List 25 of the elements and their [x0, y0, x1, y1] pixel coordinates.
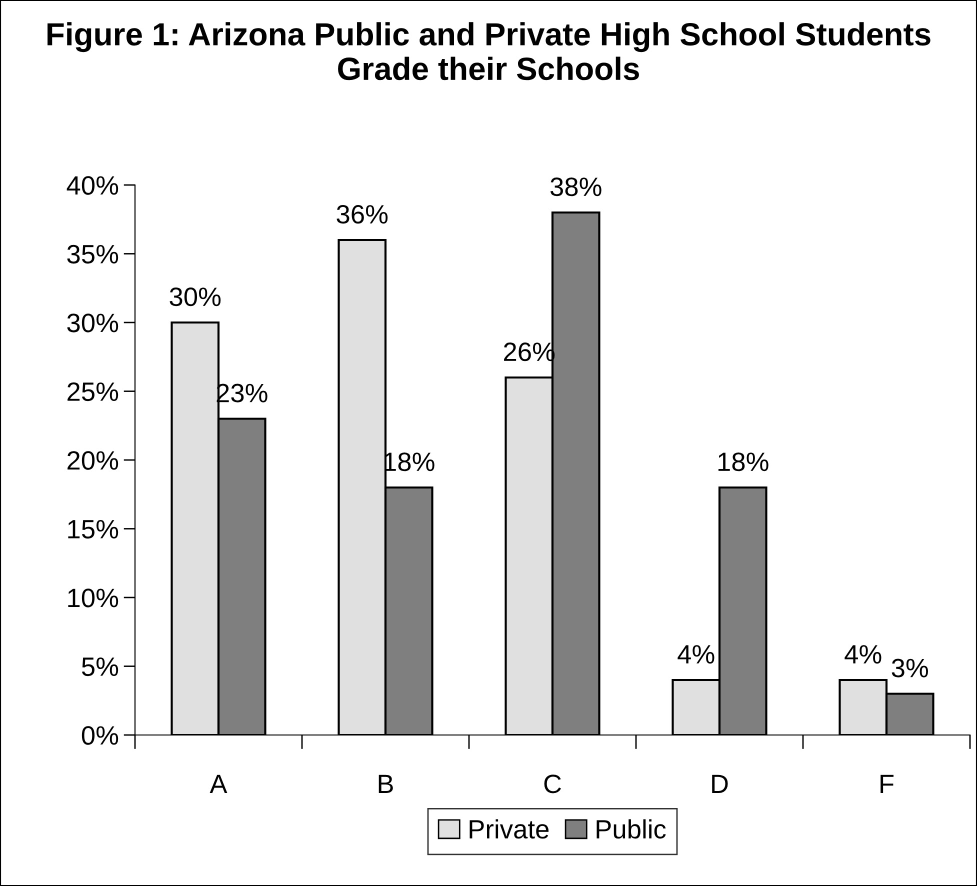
y-tick-label: 40% — [66, 176, 118, 195]
y-tick-label: 10% — [68, 588, 118, 608]
y-tick-label: 20% — [68, 451, 118, 470]
data-label: 18% — [384, 452, 434, 472]
x-tick-label: C — [544, 774, 562, 794]
chart-title: Figure 1: Arizona Public and Private High School Students Grade their Schools — [48, 22, 930, 80]
y-tick-label: 0% — [82, 726, 118, 745]
data-label: 38% — [550, 177, 602, 196]
y-tick-label: 5% — [82, 658, 118, 676]
y-tick-label: 25% — [68, 382, 118, 402]
data-label: 4% — [678, 645, 714, 664]
x-tick-label: D — [712, 774, 728, 794]
x-tick-label: B — [378, 774, 393, 794]
y-tick-label: 30% — [67, 314, 118, 332]
data-label: 36% — [336, 204, 388, 224]
y-tick-label: 35% — [67, 244, 118, 264]
x-tick-label: F — [880, 774, 894, 794]
x-tick-label: A — [210, 774, 228, 794]
data-label: 3% — [892, 658, 928, 678]
data-label: 30% — [170, 287, 221, 306]
legend-label: Public — [596, 819, 666, 839]
data-label: 18% — [718, 452, 768, 472]
y-tick-label: 15% — [68, 520, 118, 539]
data-label: 4% — [844, 645, 882, 664]
legend-label: Private — [470, 819, 549, 839]
